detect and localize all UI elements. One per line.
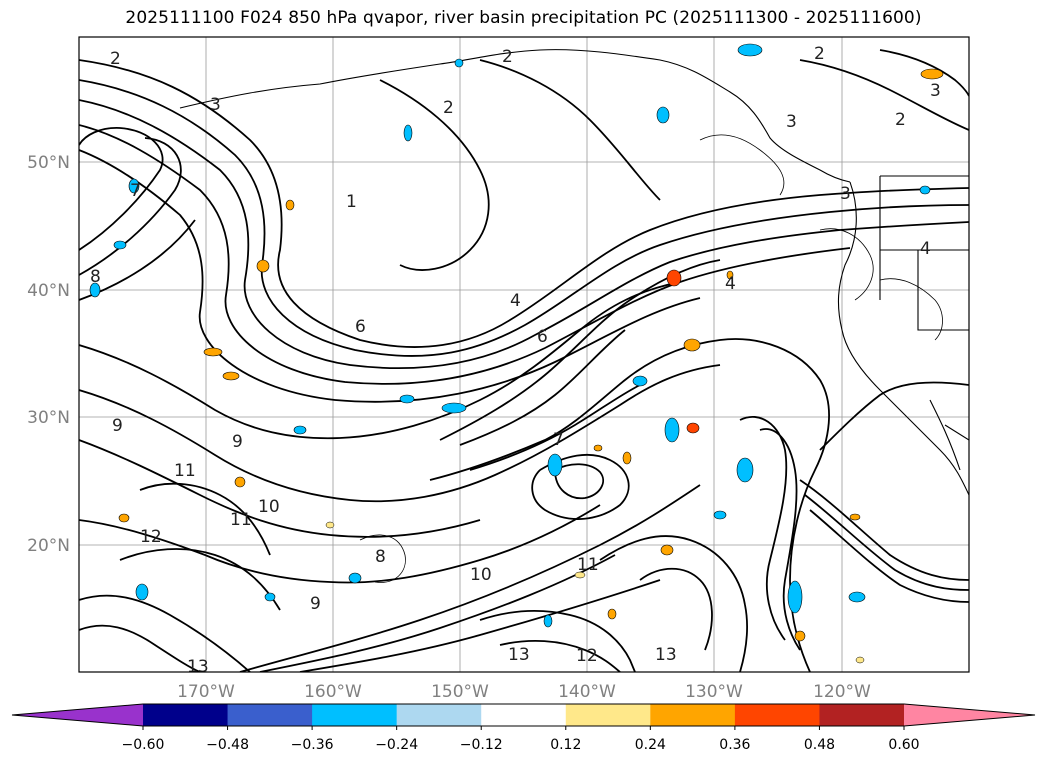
colorbar-tick-label: 0.12 <box>550 737 581 753</box>
latitude-labels: 50°N 40°N 30°N 20°N <box>27 153 70 556</box>
colorbar-tick-label: −0.24 <box>375 737 418 753</box>
contour-label: 9 <box>112 416 123 436</box>
lat-label-20n: 20°N <box>27 536 70 556</box>
contour-label: 9 <box>232 432 243 452</box>
lon-label-130w: 130°W <box>685 682 743 702</box>
contour-label: 9 <box>310 594 321 614</box>
colorbar-bin <box>481 704 567 726</box>
lat-label-50n: 50°N <box>27 153 70 173</box>
colorbar-bin <box>819 704 905 726</box>
contour-label: 11 <box>230 510 252 530</box>
contour-label: 3 <box>930 81 941 101</box>
colorbar-tick-label: −0.60 <box>122 737 165 753</box>
contour-label: 2 <box>814 44 825 64</box>
colorbar-bin <box>650 704 736 726</box>
colorbar-tick-label: −0.48 <box>206 737 249 753</box>
colorbar-tick-label: 0.24 <box>635 737 666 753</box>
contour-label: 10 <box>258 497 280 517</box>
contour-label: 6 <box>537 327 548 347</box>
colorbar-bin <box>734 704 820 726</box>
contour-label: 2 <box>110 49 121 69</box>
colorbar-tick-label: −0.36 <box>291 737 334 753</box>
colorbar-bin <box>227 704 313 726</box>
contour-labels: 2 2 2 2 2 3 3 3 3 1 4 4 4 6 6 7 8 9 9 9 … <box>90 44 941 677</box>
precip-patches-negative <box>89 43 931 628</box>
contour-label: 13 <box>655 645 677 665</box>
contour-label: 8 <box>90 267 101 287</box>
precip-patches-positive <box>118 68 944 642</box>
contour-label: 2 <box>443 98 454 118</box>
lat-label-40n: 40°N <box>27 281 70 301</box>
contour-label: 4 <box>510 291 521 311</box>
lon-label-160w: 160°W <box>304 682 362 702</box>
contour-label: 3 <box>840 184 851 204</box>
contour-label: 12 <box>140 527 162 547</box>
contour-label: 12 <box>576 646 598 666</box>
colorbar-extend-low <box>12 704 143 726</box>
contour-label: 7 <box>553 430 564 450</box>
colorbar: −0.60 −0.48 −0.36 −0.24 −0.12 0.12 0.24 0.36 0.4… <box>11 703 1036 753</box>
colorbar-bin <box>312 704 398 726</box>
contour-label: 11 <box>174 461 196 481</box>
contour-label: 8 <box>375 547 386 567</box>
graticule <box>79 37 969 672</box>
contour-label: 4 <box>920 239 931 259</box>
contour-label: 13 <box>508 645 530 665</box>
lon-label-170w: 170°W <box>177 682 235 702</box>
precip-patches-light <box>325 521 865 664</box>
coastlines <box>179 49 969 496</box>
colorbar-bin <box>396 704 482 726</box>
contour-label: 3 <box>786 112 797 132</box>
precip-contour-outlines <box>359 134 943 583</box>
contour-label: 7 <box>130 181 141 201</box>
colorbar-tick-label: 0.36 <box>719 737 750 753</box>
contour-label: 13 <box>187 657 209 677</box>
contour-label: 1 <box>346 192 357 212</box>
colorbar-tick-label: −0.12 <box>460 737 503 753</box>
contour-label: 2 <box>895 110 906 130</box>
colorbar-tick-label: 0.60 <box>888 737 919 753</box>
contour-label: 11 <box>577 555 599 575</box>
contour-label: 2 <box>502 47 513 67</box>
map-plot-area: 2 2 2 2 2 3 3 3 3 1 4 4 4 6 6 7 8 9 9 9 … <box>79 37 969 677</box>
map-title: 2025111100 F024 850 hPa qvapor, river ba… <box>125 8 922 28</box>
lon-label-120w: 120°W <box>813 682 871 702</box>
map-frame <box>78 36 970 673</box>
contour-label: 3 <box>210 95 221 115</box>
colorbar-tick-label: 0.48 <box>804 737 835 753</box>
lon-label-150w: 150°W <box>431 682 489 702</box>
contour-label: 6 <box>355 317 366 337</box>
lat-label-30n: 30°N <box>27 408 70 428</box>
colorbar-bin <box>143 704 229 726</box>
colorbar-bin <box>565 704 651 726</box>
contour-label: 10 <box>470 565 492 585</box>
longitude-labels: 170°W 160°W 150°W 140°W 130°W 120°W <box>177 682 871 702</box>
colorbar-extend-high <box>904 704 1035 726</box>
lon-label-140w: 140°W <box>558 682 616 702</box>
contour-label: 4 <box>725 274 736 294</box>
